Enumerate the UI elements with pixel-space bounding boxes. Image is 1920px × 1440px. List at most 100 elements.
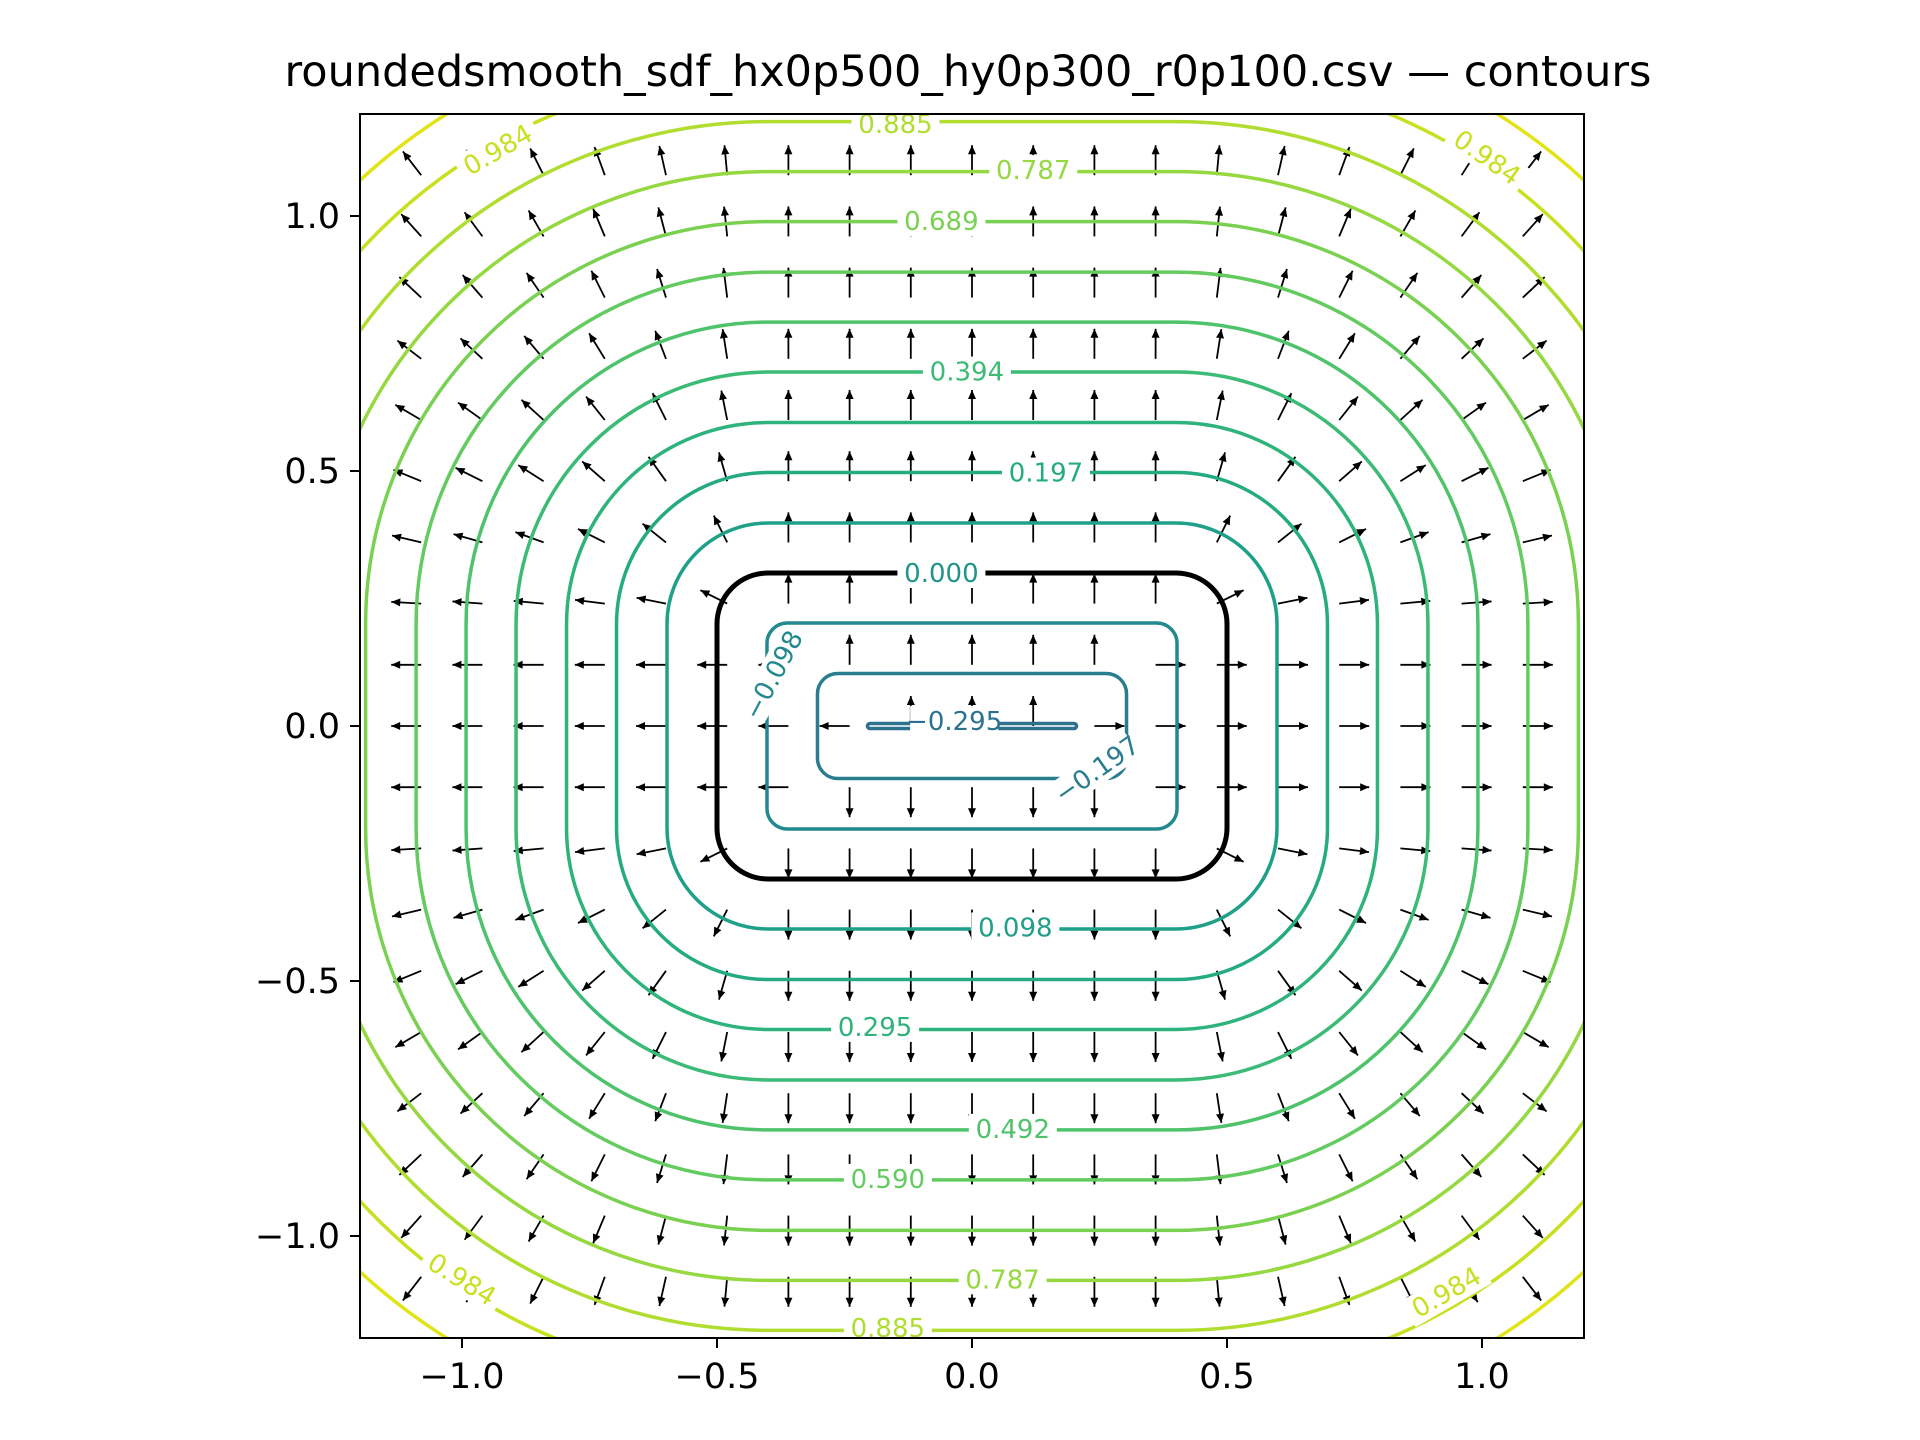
- contour-lines: [360, 114, 1584, 1338]
- gradient-arrow: [1400, 531, 1429, 544]
- gradient-arrow: [642, 908, 667, 930]
- gradient-arrow: [1215, 390, 1225, 421]
- gradient-arrow: [1029, 848, 1038, 879]
- contour-label-bg: [989, 155, 1078, 186]
- gradient-arrow: [906, 512, 915, 543]
- gradient-arrow: [574, 597, 605, 605]
- gradient-arrow: [459, 337, 484, 360]
- gradient-arrow: [636, 722, 666, 730]
- gradient-arrow: [712, 909, 729, 937]
- gradient-arrow: [1151, 848, 1160, 879]
- gradient-arrow: [1029, 1032, 1038, 1062]
- gradient-arrow: [455, 969, 483, 986]
- gradient-arrow: [845, 573, 854, 604]
- gradient-arrow: [1029, 512, 1038, 543]
- gradient-arrow: [784, 909, 793, 940]
- gradient-arrow: [1338, 1092, 1356, 1120]
- gradient-arrow: [1339, 847, 1370, 855]
- gradient-arrow: [1399, 1031, 1424, 1053]
- gradient-arrow: [588, 332, 606, 360]
- contour-line: [564, 420, 1380, 1032]
- contour-label-bg: [1400, 1257, 1492, 1328]
- gradient-arrow: [819, 722, 850, 730]
- contour-line: [363, 219, 1581, 1233]
- gradient-arrow: [1400, 783, 1431, 792]
- gradient-arrow: [1216, 722, 1247, 730]
- gradient-arrow: [845, 970, 854, 1001]
- gradient-arrow: [1277, 207, 1288, 237]
- gradient-arrow: [1522, 908, 1553, 919]
- gradient-arrow: [1338, 1153, 1354, 1182]
- gradient-arrow: [636, 847, 667, 857]
- gradient-arrow: [400, 1214, 422, 1239]
- y-axis: 1.0 0.5 0.0 −0.5 −1.0: [255, 197, 360, 1257]
- gradient-arrow: [845, 512, 854, 543]
- gradient-arrow: [1338, 208, 1352, 237]
- gradient-arrow: [1522, 1214, 1544, 1239]
- gradient-arrow: [592, 208, 606, 237]
- gradient-arrow: [515, 908, 544, 921]
- gradient-arrow: [758, 783, 789, 792]
- gradient-arrow: [968, 512, 976, 543]
- gradient-arrow: [455, 466, 483, 483]
- gradient-arrow: [906, 909, 915, 940]
- contour-line: [614, 470, 1330, 982]
- gradient-arrow: [463, 1215, 484, 1241]
- y-tick-label: 1.0: [284, 197, 340, 237]
- gradient-arrow: [581, 970, 606, 992]
- contour-label: 0.787: [965, 1265, 1039, 1295]
- gradient-arrow: [1338, 528, 1367, 544]
- gradient-arrow: [1399, 399, 1424, 421]
- gradient-arrow: [1215, 909, 1232, 937]
- gradient-arrow: [1090, 1093, 1099, 1124]
- gradient-arrow: [845, 634, 854, 665]
- gradient-arrow: [1216, 783, 1247, 792]
- gradient-arrow: [1460, 337, 1485, 360]
- gradient-arrow: [845, 1093, 854, 1124]
- gradient-arrow: [721, 1215, 729, 1246]
- gradient-arrow: [1277, 908, 1302, 930]
- x-tick-label: 0.5: [1199, 1357, 1255, 1397]
- gradient-arrow: [968, 787, 976, 818]
- gradient-arrow: [585, 396, 606, 421]
- gradient-arrow: [758, 722, 789, 730]
- gradient-arrow: [394, 1031, 422, 1048]
- gradient-arrow: [717, 452, 729, 482]
- contour-label-bg: [897, 558, 986, 588]
- gradient-arrow: [529, 1276, 545, 1305]
- gradient-arrow: [520, 399, 545, 421]
- y-tick-label: −1.0: [255, 1217, 340, 1257]
- gradient-arrow: [784, 512, 793, 543]
- gradient-arrow: [784, 1093, 793, 1124]
- gradient-arrow: [1215, 970, 1227, 1000]
- gradient-arrow: [719, 1031, 729, 1062]
- contour-line: [360, 169, 1584, 1283]
- gradient-arrow: [400, 213, 422, 238]
- gradient-arrow: [1215, 515, 1232, 543]
- gradient-arrow: [1090, 328, 1099, 359]
- gradient-arrow: [906, 634, 915, 665]
- gradient-arrow: [845, 848, 854, 879]
- gradient-arrow: [517, 970, 545, 988]
- gradient-arrow: [784, 328, 793, 359]
- gradient-arrow: [968, 848, 976, 879]
- x-tick-label: 1.0: [1454, 1357, 1510, 1397]
- gradient-arrow: [654, 330, 667, 360]
- gradient-arrow: [1339, 597, 1370, 605]
- gradient-arrow: [784, 573, 793, 604]
- gradient-arrow: [1090, 848, 1099, 879]
- gradient-arrow: [1090, 787, 1099, 818]
- gradient-arrow: [721, 145, 730, 176]
- gradient-arrow: [1215, 1031, 1225, 1062]
- gradient-arrow: [719, 390, 729, 421]
- x-axis: −1.0 −0.5 0.0 0.5 1.0: [420, 1338, 1510, 1397]
- gradient-arrow: [784, 390, 793, 420]
- gradient-arrow: [784, 848, 793, 879]
- gradient-arrow: [1338, 332, 1356, 360]
- gradient-arrow: [1090, 1032, 1099, 1062]
- gradient-arrow: [585, 1031, 606, 1056]
- zero-contour: [714, 570, 1230, 882]
- gradient-arrow: [1400, 908, 1429, 921]
- gradient-arrow: [1214, 145, 1223, 176]
